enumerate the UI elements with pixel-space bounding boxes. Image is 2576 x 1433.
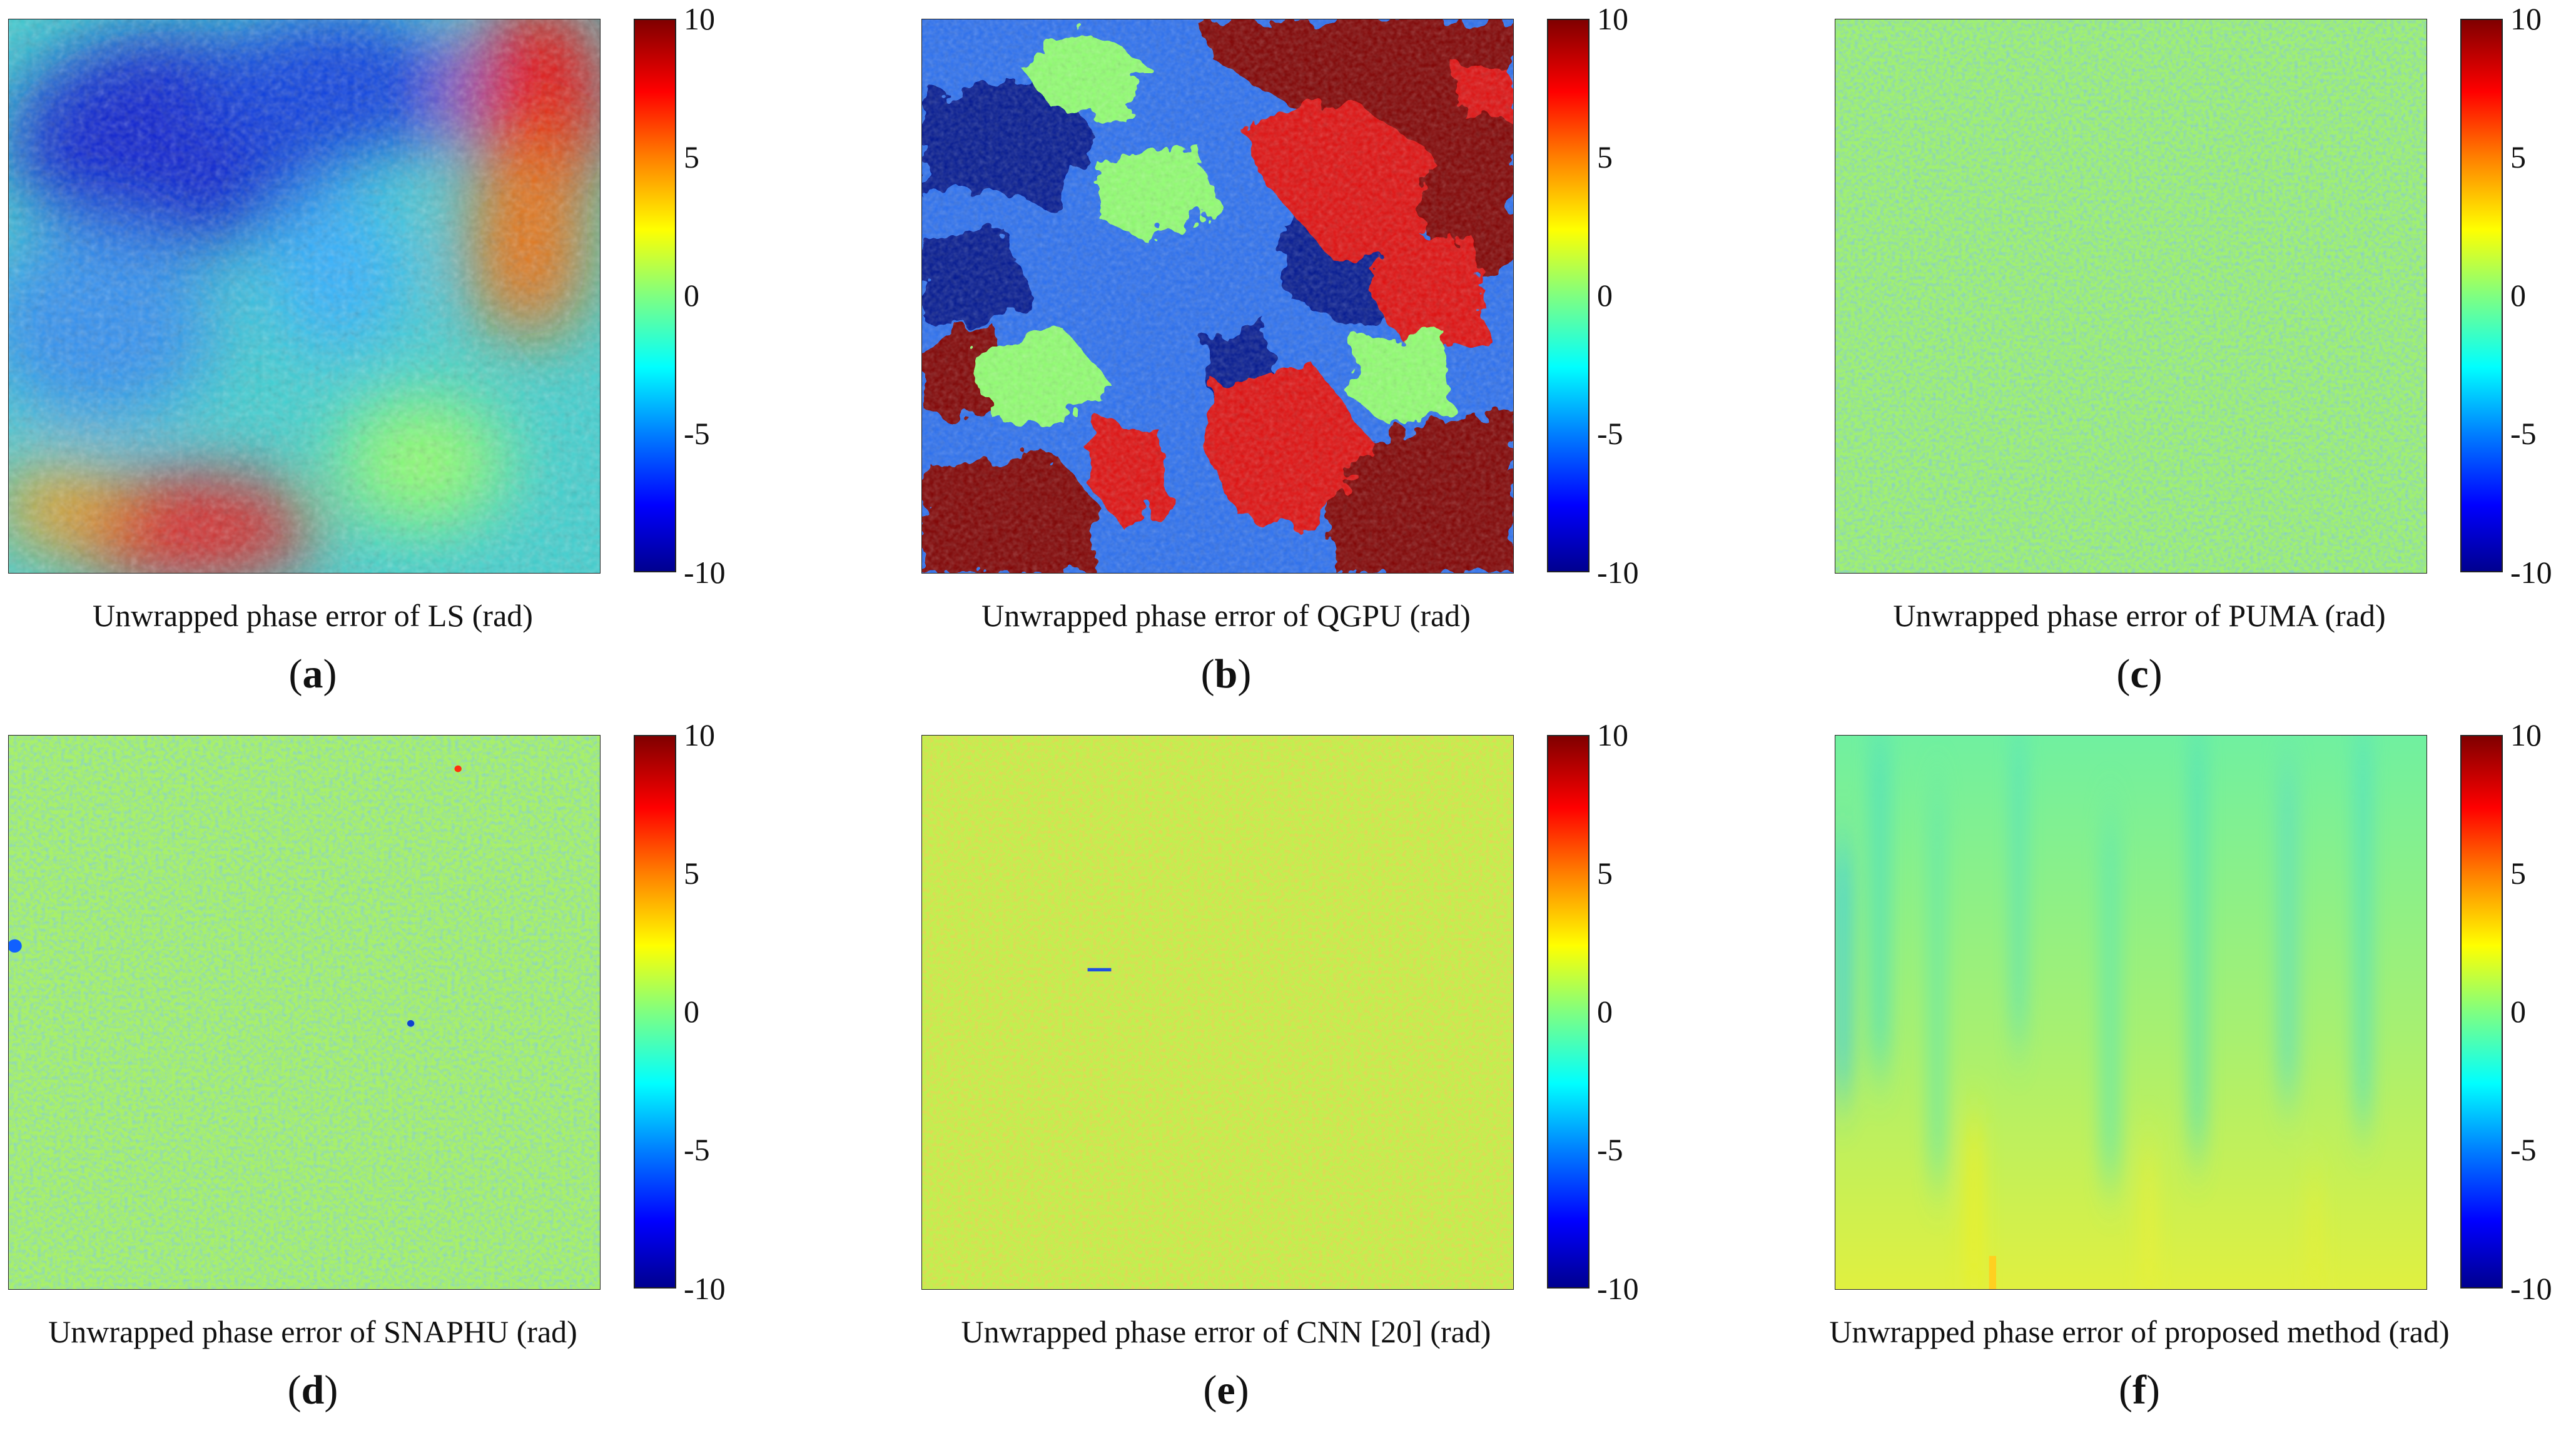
colorbar-tick-label: 0 [1597,278,1613,313]
colorbar-tick-label: 0 [2510,994,2526,1029]
colorbar-tick-label: 10 [2510,1,2542,36]
heatmap-qgpu [921,19,1514,574]
colorbar-tick-label: -10 [1597,555,1639,590]
colorbar-tick-label: -5 [684,1132,710,1167]
panel-caption: Unwrapped phase error of LS (rad) [93,598,533,633]
panel-a: 10 5 0 -5 -10 Unwrapped phase error of L… [0,0,858,716]
colorbar-tick-label: 5 [684,139,699,175]
colorbar-tick-label: -10 [1597,1271,1639,1306]
colorbar-tick-label: 10 [1597,717,1628,752]
colorbar-tick-label: 10 [1597,1,1628,36]
colorbar-tick-label: -10 [684,555,726,590]
colorbar-tick-label: 10 [684,717,715,752]
colorbar-tick-label: -10 [2510,1271,2552,1306]
colorbar-tick-label: -10 [684,1271,726,1306]
colorbar-tick-label: -10 [2510,555,2552,590]
colorbar-tick-label: 0 [1597,994,1613,1029]
heatmap-snaphu [8,735,601,1290]
heatmap-cnn [921,735,1514,1290]
heatmap-ls [8,19,601,574]
panel-caption: Unwrapped phase error of PUMA (rad) [1893,598,2386,633]
colorbar-tick-label: 10 [2510,717,2542,752]
panel-label: (d) [287,1367,338,1413]
colorbar-tick-label: 5 [684,856,699,891]
colorbar [1547,735,1590,1289]
colorbar-tick-label: 0 [684,278,699,313]
panel-label: (f) [2119,1367,2160,1413]
colorbar-tick-label: 0 [2510,278,2526,313]
colorbar-tick-label: 5 [2510,139,2526,175]
colorbar-tick-label: 5 [1597,139,1613,175]
colorbar-tick-label: 0 [684,994,699,1029]
panel-d: 10 5 0 -5 -10 Unwrapped phase error of S… [0,716,858,1432]
panel-c: 10 5 0 -5 -10 Unwrapped phase error of P… [1827,0,2576,716]
heatmap-puma [1835,19,2427,574]
colorbar-tick-label: -5 [684,416,710,451]
colorbar [1547,19,1590,572]
colorbar-tick-label: -5 [1597,1132,1623,1167]
colorbar-tick-label: -5 [1597,416,1623,451]
colorbar-tick-label: -5 [2510,416,2537,451]
panel-f: 10 5 0 -5 -10 Unwrapped phase error of p… [1827,716,2576,1432]
panel-label: (a) [288,651,337,697]
heatmap-proposed [1835,735,2427,1290]
panel-caption: Unwrapped phase error of SNAPHU (rad) [48,1314,577,1349]
panel-caption: Unwrapped phase error of CNN [20] (rad) [961,1314,1491,1349]
panel-label: (c) [2116,651,2163,697]
panel-caption: Unwrapped phase error of QGPU (rad) [981,598,1471,633]
colorbar-tick-label: -5 [2510,1132,2537,1167]
panel-caption: Unwrapped phase error of proposed method… [1829,1314,2450,1349]
colorbar-tick-label: 5 [2510,856,2526,891]
colorbar [634,19,676,572]
panel-b: 10 5 0 -5 -10 Unwrapped phase error of Q… [913,0,1772,716]
panel-label: (e) [1203,1367,1249,1413]
colorbar-tick-label: 5 [1597,856,1613,891]
colorbar-tick-label: 10 [684,1,715,36]
colorbar [2460,19,2503,572]
panel-label: (b) [1200,651,1252,697]
colorbar [634,735,676,1289]
panel-e: 10 5 0 -5 -10 Unwrapped phase error of C… [913,716,1772,1432]
colorbar [2460,735,2503,1289]
